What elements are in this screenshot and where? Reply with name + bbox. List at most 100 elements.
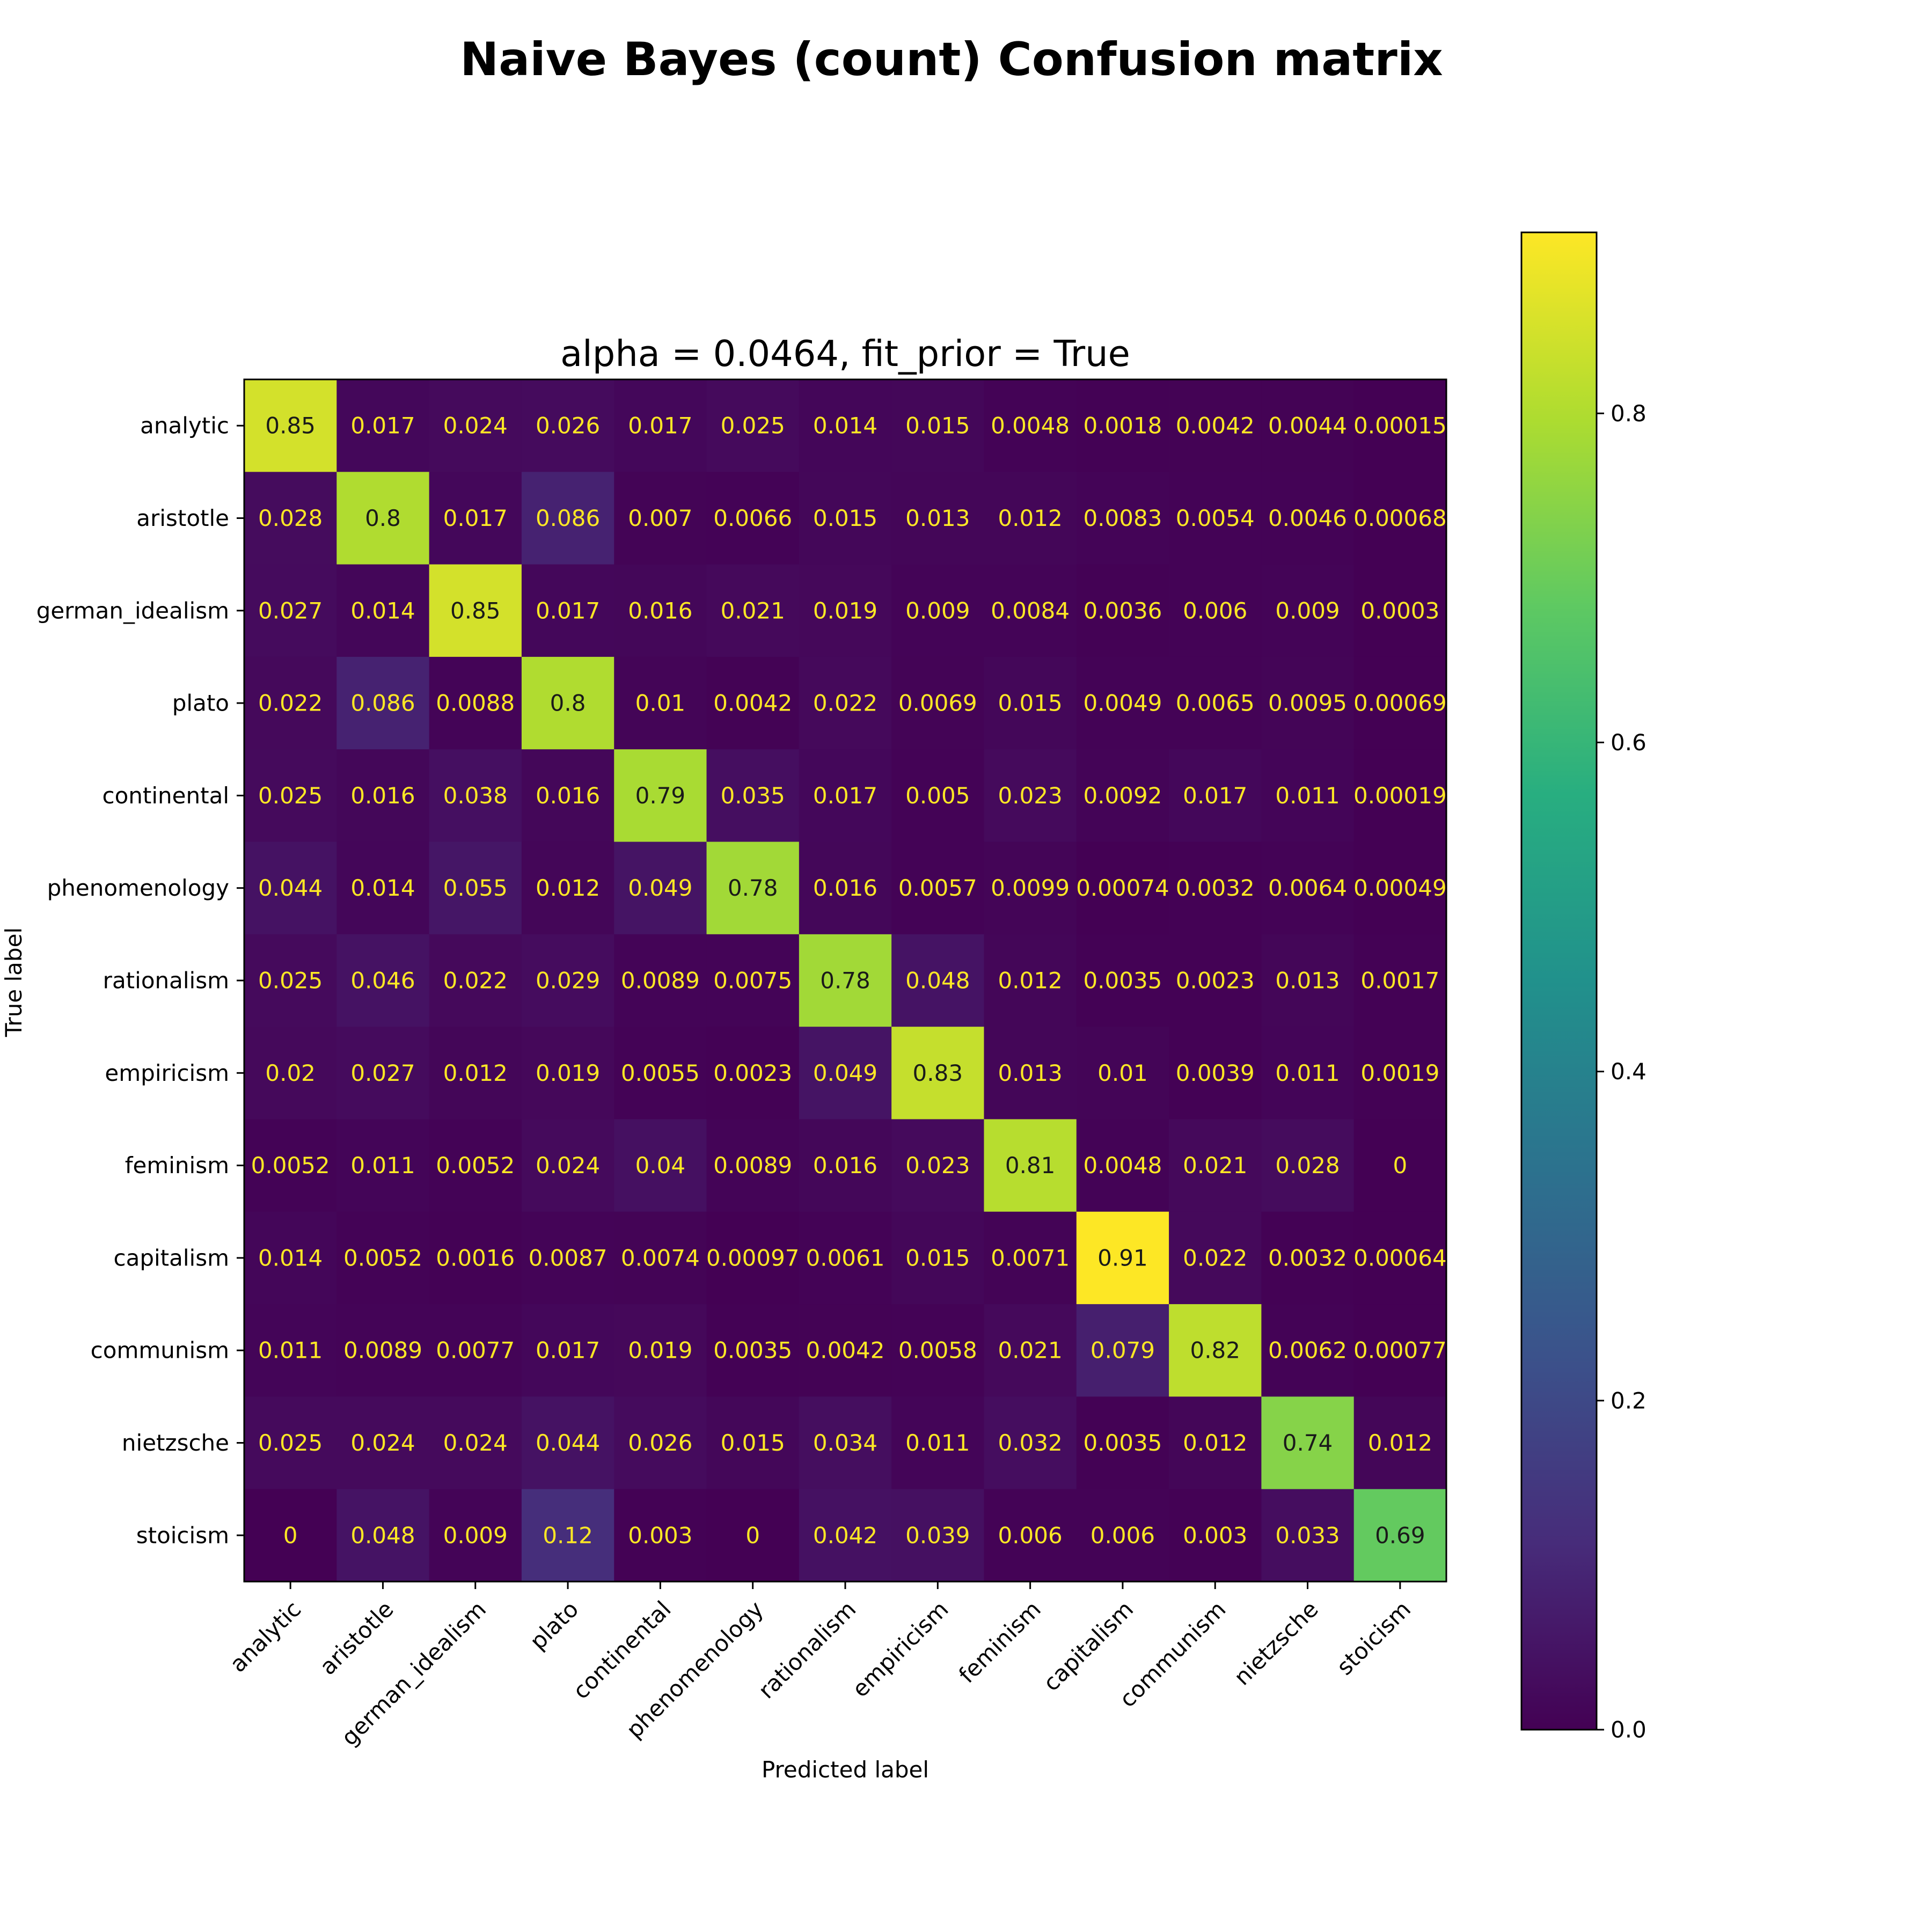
heatmap-cell	[614, 1119, 707, 1212]
axes-subtitle: alpha = 0.0464, fit_prior = True	[560, 333, 1130, 375]
heatmap-cell	[1076, 1304, 1169, 1397]
cell-value-label: 0.0087	[529, 1245, 608, 1271]
cell-value-label: 0.0089	[713, 1152, 792, 1179]
heatmap-cell	[1076, 564, 1169, 657]
cell-value-label: 0.83	[913, 1060, 963, 1086]
heatmap-cell	[614, 472, 707, 565]
heatmap-cell	[244, 1027, 337, 1120]
cell-value-label: 0.022	[443, 968, 508, 994]
heatmap-cell	[336, 564, 430, 657]
cell-value-label: 0.0054	[1176, 505, 1255, 531]
cell-value-label: 0.005	[905, 782, 970, 809]
heatmap-cell	[521, 564, 614, 657]
x-tick-label: nietzsche	[1229, 1596, 1323, 1690]
cell-value-label: 0.086	[536, 505, 600, 531]
cell-value-label: 0.00069	[1353, 690, 1447, 716]
heatmap-cell	[336, 1211, 430, 1305]
cell-value-label: 0.003	[628, 1522, 692, 1548]
figure-title: Naive Bayes (count) Confusion matrix	[460, 33, 1443, 86]
heatmap-cell	[429, 934, 522, 1027]
heatmap-cell	[891, 1027, 985, 1120]
cell-value-label: 0.025	[258, 968, 323, 994]
colorbar-tick-label: 0.8	[1611, 400, 1646, 427]
heatmap-cell	[244, 472, 337, 565]
cell-value-label: 0.016	[813, 875, 877, 901]
heatmap-cell	[1076, 1489, 1169, 1582]
cell-value-label: 0.015	[998, 690, 1062, 716]
heatmap-cell	[891, 564, 985, 657]
heatmap-cell	[706, 1489, 800, 1582]
heatmap-cell	[1076, 934, 1169, 1027]
heatmap-cell	[336, 1119, 430, 1212]
heatmap-cell	[521, 1211, 614, 1305]
cell-value-label: 0.006	[1183, 597, 1247, 624]
cell-value-label: 0.011	[350, 1152, 415, 1179]
heatmap-cell	[244, 1304, 337, 1397]
cell-value-label: 0.0064	[1268, 875, 1347, 901]
cell-value-label: 0.0016	[436, 1245, 515, 1271]
cell-value-label: 0.85	[265, 413, 316, 439]
heatmap-cell	[614, 1027, 707, 1120]
cell-value-label: 0.003	[1183, 1522, 1247, 1548]
heatmap-cell	[1169, 379, 1262, 472]
heatmap-cell	[1169, 656, 1262, 750]
cell-value-label: 0.011	[905, 1430, 970, 1456]
cell-value-label: 0.035	[721, 782, 785, 809]
cell-value-label: 0.016	[350, 782, 415, 809]
heatmap-cell	[614, 934, 707, 1027]
heatmap-cell	[891, 656, 985, 750]
heatmap-cell	[614, 749, 707, 843]
cell-value-label: 0.023	[905, 1152, 970, 1179]
heatmap-cell	[1353, 1119, 1447, 1212]
cell-value-label: 0.0039	[1176, 1060, 1255, 1086]
cell-value-label: 0.009	[443, 1522, 508, 1548]
cell-value-label: 0.016	[536, 782, 600, 809]
cell-value-label: 0.0035	[1083, 1430, 1162, 1456]
heatmap-cell	[1261, 379, 1355, 472]
heatmap-cell	[891, 1304, 985, 1397]
cell-value-label: 0.8	[365, 505, 401, 531]
cell-value-label: 0.014	[813, 413, 877, 439]
heatmap-cell	[891, 934, 985, 1027]
heatmap-cell	[1353, 379, 1447, 472]
cell-value-label: 0.0066	[713, 505, 792, 531]
heatmap-cell	[521, 656, 614, 750]
heatmap-cell	[521, 1396, 614, 1490]
cell-value-label: 0.0071	[991, 1245, 1070, 1271]
cell-value-label: 0.034	[813, 1430, 877, 1456]
cell-value-label: 0.0035	[1083, 968, 1162, 994]
colorbar-tick-label: 0.6	[1611, 729, 1646, 756]
heatmap-cell	[1169, 1396, 1262, 1490]
heatmap-cell	[799, 1396, 892, 1490]
cell-value-label: 0.00064	[1353, 1245, 1447, 1271]
cell-value-label: 0.0023	[713, 1060, 792, 1086]
cell-value-label: 0.01	[1097, 1060, 1148, 1086]
heatmap-cell	[614, 1489, 707, 1582]
cell-value-label: 0.0048	[991, 413, 1070, 439]
cell-value-label: 0.0032	[1176, 875, 1255, 901]
heatmap-cell	[799, 472, 892, 565]
cell-value-label: 0.0088	[436, 690, 515, 716]
cell-value-label: 0.007	[628, 505, 692, 531]
heatmap-cell	[1169, 1304, 1262, 1397]
heatmap-cell	[521, 749, 614, 843]
cell-value-label: 0.0023	[1176, 968, 1255, 994]
cell-value-label: 0.024	[536, 1152, 600, 1179]
y-tick-label: german_idealism	[36, 597, 229, 624]
heatmap-cell	[429, 472, 522, 565]
heatmap-cell	[1169, 1027, 1262, 1120]
cell-value-label: 0.0044	[1268, 413, 1347, 439]
cell-value-label: 0.0046	[1268, 505, 1347, 531]
cell-value-label: 0.0061	[806, 1245, 885, 1271]
heatmap-cell	[984, 1027, 1077, 1120]
heatmap-cells	[244, 379, 1447, 1582]
heatmap-cell	[1353, 1396, 1447, 1490]
heatmap-cell	[799, 1027, 892, 1120]
heatmap-cell	[244, 749, 337, 843]
heatmap-cell	[244, 1396, 337, 1490]
heatmap-cell	[1261, 1489, 1355, 1582]
cell-value-label: 0.013	[905, 505, 970, 531]
heatmap-cell	[1169, 749, 1262, 843]
